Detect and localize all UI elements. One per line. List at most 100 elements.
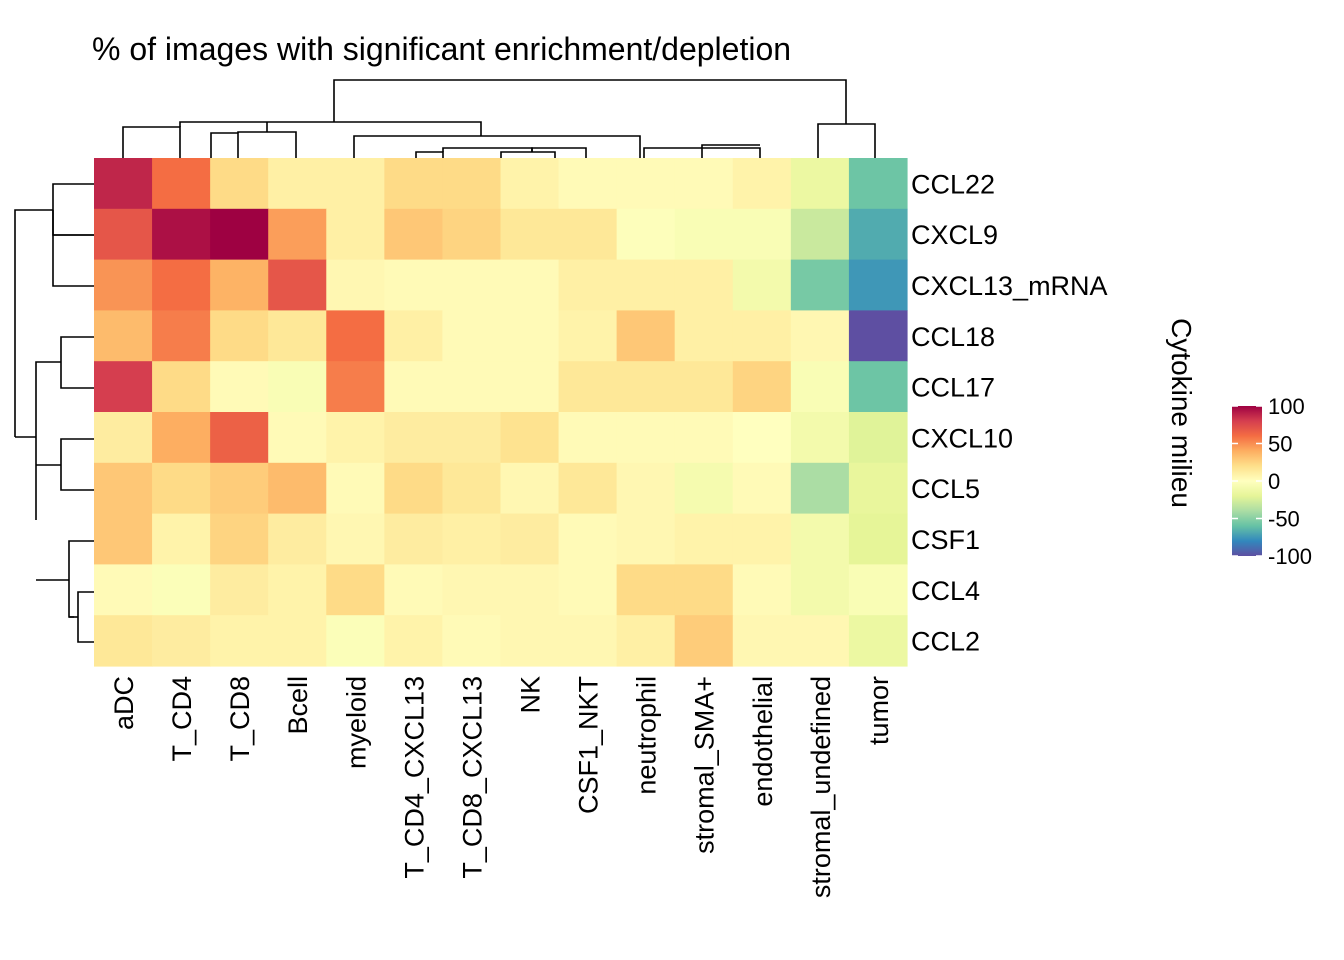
heatmap-cell xyxy=(268,462,327,515)
heatmap-cell xyxy=(558,412,618,464)
heatmap-cell xyxy=(152,513,211,565)
heatmap-cell xyxy=(326,462,385,515)
heatmap-cell xyxy=(384,158,444,210)
dendrogram-branch xyxy=(415,151,444,158)
heatmap-cell xyxy=(674,208,734,261)
heatmap-cell xyxy=(674,564,734,616)
heatmap-cell xyxy=(326,310,385,362)
column-label: NK xyxy=(516,676,546,714)
heatmap-cell xyxy=(210,310,269,362)
heatmap-cell xyxy=(558,462,618,515)
heatmap-cell xyxy=(848,615,908,667)
column-labels: aDC T_CD4 T_CD8 Bcell myeloid T_CD4_CXCL13 T_C… xyxy=(109,676,894,898)
heatmap-cell xyxy=(210,564,269,616)
column-label: stromal_undefined xyxy=(806,676,836,898)
legend-tick-label: 50 xyxy=(1268,432,1292,457)
heatmap-cell xyxy=(210,615,269,667)
row-label: CCL5 xyxy=(911,474,980,504)
heatmap-cell xyxy=(732,564,792,616)
heatmap-cell xyxy=(442,564,502,616)
heatmap-cell xyxy=(616,564,676,616)
heatmap-cell xyxy=(94,513,153,565)
heatmap-cell xyxy=(384,208,444,261)
heatmap-cell xyxy=(442,158,502,210)
heatmap-cell xyxy=(616,462,676,515)
heatmap-cell xyxy=(790,513,850,565)
row-label: CSF1 xyxy=(911,525,980,555)
heatmap-cell xyxy=(558,208,618,261)
dendrogram-branch xyxy=(237,131,297,158)
legend-tick-label: 0 xyxy=(1268,469,1280,494)
heatmap-cell xyxy=(616,361,676,413)
heatmap-cell xyxy=(790,158,850,210)
heatmap-cell xyxy=(442,412,502,464)
column-label: Bcell xyxy=(283,676,313,735)
heatmap-cell xyxy=(790,208,850,261)
heatmap-cell xyxy=(732,259,792,311)
heatmap-cell xyxy=(674,361,734,413)
heatmap-cell xyxy=(558,158,618,210)
heatmap-cell xyxy=(616,615,676,667)
legend-title: Cytokine milieu xyxy=(1166,318,1197,508)
heatmap-cell xyxy=(442,361,502,413)
column-dendrogram xyxy=(122,79,876,158)
dendrogram-branch xyxy=(77,591,94,643)
heatmap-cell xyxy=(94,310,153,362)
heatmap-cell xyxy=(732,412,792,464)
heatmap-cell xyxy=(790,462,850,515)
heatmap-cell xyxy=(268,259,327,311)
column-label: T_CD4_CXCL13 xyxy=(399,676,429,879)
legend-tick-label: -50 xyxy=(1268,507,1300,532)
legend-tick-label: 100 xyxy=(1268,394,1305,419)
heatmap-cell xyxy=(616,412,676,464)
heatmap-cell xyxy=(210,158,269,210)
heatmap-cell xyxy=(326,208,385,261)
heatmap-cell xyxy=(500,208,560,261)
row-labels: CCL22 CXCL9 CXCL13_mRNA CCL18 CCL17 CXCL10 CCL… xyxy=(911,169,1108,656)
heatmap-cell xyxy=(94,615,153,667)
heatmap-cell xyxy=(500,259,560,311)
heatmap-cell xyxy=(674,310,734,362)
dendrogram-branch xyxy=(500,151,556,158)
dendrogram-branch xyxy=(60,438,94,491)
chart-title: % of images with significant enrichment/… xyxy=(92,31,791,67)
heatmap-cell xyxy=(674,615,734,667)
heatmap-cell xyxy=(732,361,792,413)
row-label: CXCL10 xyxy=(911,423,1013,453)
heatmap-cell xyxy=(152,412,211,464)
heatmap-cell xyxy=(268,564,327,616)
heatmap-cell xyxy=(384,361,444,413)
heatmap-cell xyxy=(268,412,327,464)
dendrogram-branch xyxy=(531,147,587,158)
heatmap-cell xyxy=(268,208,327,261)
heatmap-cell xyxy=(326,361,385,413)
heatmap-cell xyxy=(442,462,502,515)
heatmap-cell xyxy=(732,158,792,210)
color-legend: 100 50 0 -50 -100 Cytokine milieu xyxy=(1166,318,1312,569)
heatmap-cell xyxy=(848,259,908,311)
heatmap-cell xyxy=(558,615,618,667)
dendrogram-branch xyxy=(210,132,239,158)
heatmap-cell xyxy=(94,412,153,464)
heatmap-cell xyxy=(616,513,676,565)
dendrogram-branch xyxy=(817,123,876,158)
column-label: neutrophil xyxy=(632,676,662,795)
heatmap-cell xyxy=(558,513,618,565)
heatmap-cell xyxy=(616,310,676,362)
heatmap-cell xyxy=(152,564,211,616)
heatmap-cell xyxy=(326,158,385,210)
heatmap-cell xyxy=(326,513,385,565)
heatmap-cell xyxy=(848,462,908,515)
heatmap-cell xyxy=(442,259,502,311)
dendrogram-branch xyxy=(122,126,181,158)
heatmap-cell xyxy=(94,361,153,413)
heatmap-cell xyxy=(500,615,560,667)
heatmap-cell xyxy=(732,208,792,261)
column-label: endothelial xyxy=(748,676,778,807)
heatmap-cell xyxy=(500,158,560,210)
heatmap-cell xyxy=(442,208,502,261)
heatmap-cell xyxy=(732,310,792,362)
heatmap-cell xyxy=(210,412,269,464)
heatmap-cell xyxy=(500,361,560,413)
row-label: CCL2 xyxy=(911,627,980,657)
